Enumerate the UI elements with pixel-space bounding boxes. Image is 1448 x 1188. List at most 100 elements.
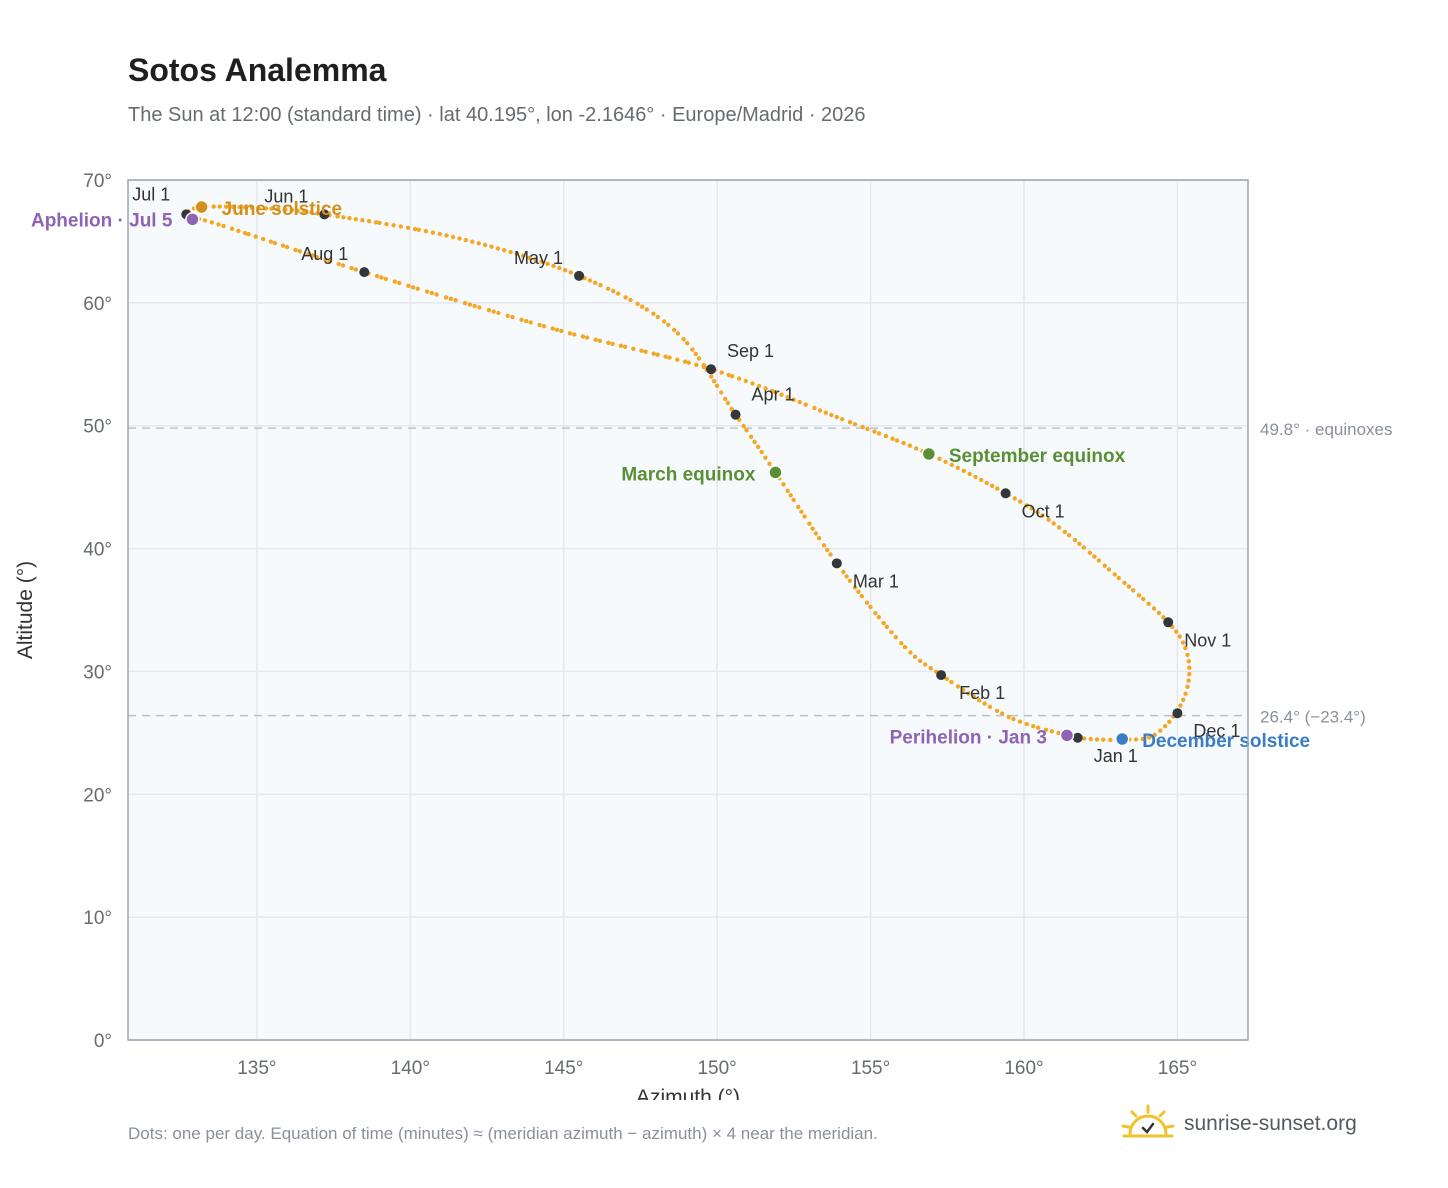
daily-dot (979, 477, 984, 483)
daily-dot (797, 399, 802, 405)
daily-dot (1146, 601, 1151, 606)
daily-dot (1161, 615, 1166, 620)
daily-dot (444, 233, 449, 238)
daily-dot (1056, 730, 1061, 736)
daily-dot (883, 433, 889, 439)
daily-dot (391, 223, 396, 228)
daily-dot (651, 351, 656, 356)
daily-dot (1087, 550, 1093, 555)
daily-dot (1186, 678, 1191, 683)
daily-dot (429, 290, 434, 296)
daily-dot (284, 244, 290, 250)
month-label: Nov 1 (1184, 630, 1231, 650)
month-marker (359, 267, 370, 278)
event-label: June solstice (222, 199, 342, 220)
daily-dot (545, 261, 550, 266)
daily-dot (353, 267, 358, 272)
daily-dot (349, 265, 354, 271)
daily-dot (1012, 496, 1017, 501)
daily-dot (675, 357, 680, 362)
daily-dot (743, 378, 748, 384)
daily-dot (216, 222, 221, 227)
daily-dot (1035, 510, 1040, 515)
daily-dot (779, 392, 784, 397)
daily-dot (1131, 588, 1136, 593)
daily-dot (1112, 572, 1117, 577)
daily-dot (796, 504, 801, 510)
daily-dot (821, 543, 827, 548)
daily-dot (876, 615, 881, 620)
daily-dot (763, 455, 768, 460)
daily-dot (893, 635, 898, 640)
brand[interactable]: sunrise-sunset.org (1120, 1102, 1357, 1146)
daily-dot (347, 216, 352, 221)
daily-dot (584, 335, 590, 340)
daily-dot (541, 324, 547, 329)
daily-dot (1151, 606, 1157, 611)
daily-dot (572, 332, 577, 337)
month-label: Mar 1 (853, 571, 899, 591)
daily-dot (1174, 629, 1179, 634)
y-tick-label: 70° (83, 171, 112, 192)
daily-dot (1051, 521, 1056, 526)
daily-dot (605, 286, 611, 291)
daily-dot (852, 422, 858, 427)
x-tick-label: 135° (237, 1058, 276, 1079)
footnote: Dots: one per day. Equation of time (min… (128, 1124, 878, 1143)
daily-dot (756, 383, 762, 389)
daily-dot (973, 474, 978, 480)
daily-dot (1077, 541, 1082, 546)
daily-dot (384, 221, 389, 227)
daily-dot (486, 308, 492, 313)
daily-dot (1133, 737, 1139, 742)
daily-dot (301, 209, 307, 214)
daily-dot (256, 205, 261, 211)
daily-dot (230, 204, 235, 210)
month-marker (1000, 488, 1011, 499)
daily-dot (663, 354, 668, 359)
plot-background (128, 180, 1248, 1040)
x-axis-ticks: 135° 140° 145° 150° 155° 160° 165° (237, 1058, 1197, 1079)
reference-line-label: 49.8° · equinoxes (1260, 420, 1393, 439)
daily-dot (696, 356, 702, 361)
x-tick-label: 150° (697, 1058, 736, 1079)
daily-dot (923, 662, 928, 667)
daily-dot (554, 327, 560, 332)
daily-dot (1187, 672, 1192, 677)
daily-dot (856, 589, 861, 594)
daily-dot (847, 578, 853, 583)
daily-dot (1088, 736, 1093, 742)
y-axis-label: Altitude (°) (14, 561, 37, 659)
month-marker (1163, 617, 1174, 628)
daily-dot (860, 424, 865, 430)
daily-dot (514, 251, 520, 257)
daily-dot (580, 334, 586, 339)
daily-dot (280, 243, 286, 248)
month-label: Dec 1 (1193, 721, 1240, 741)
daily-dot (397, 280, 402, 286)
analemma-daily-dots (184, 204, 1192, 743)
daily-dot (1000, 711, 1005, 716)
daily-dot (928, 666, 933, 671)
daily-dot (309, 210, 314, 215)
daily-dot (834, 414, 839, 420)
daily-dot (967, 471, 972, 477)
daily-dot (1183, 691, 1188, 696)
daily-dot (881, 620, 886, 626)
brand-link[interactable]: sunrise-sunset.org (1184, 1112, 1357, 1135)
daily-dot (539, 259, 544, 264)
daily-dot (1081, 545, 1087, 550)
daily-dot (682, 359, 688, 364)
daily-dot (272, 240, 278, 246)
daily-dot (748, 434, 754, 439)
daily-dot (289, 208, 295, 213)
daily-dot (884, 624, 889, 629)
daily-dot (982, 701, 987, 706)
daily-dot (482, 242, 488, 248)
chart-subtitle: The Sun at 12:00 (standard time) · lat 4… (128, 104, 866, 126)
daily-dot (803, 402, 808, 407)
daily-dot (989, 483, 995, 488)
event-label: December solstice (1142, 731, 1310, 752)
daily-dot (987, 704, 993, 709)
event-marker (921, 446, 937, 462)
